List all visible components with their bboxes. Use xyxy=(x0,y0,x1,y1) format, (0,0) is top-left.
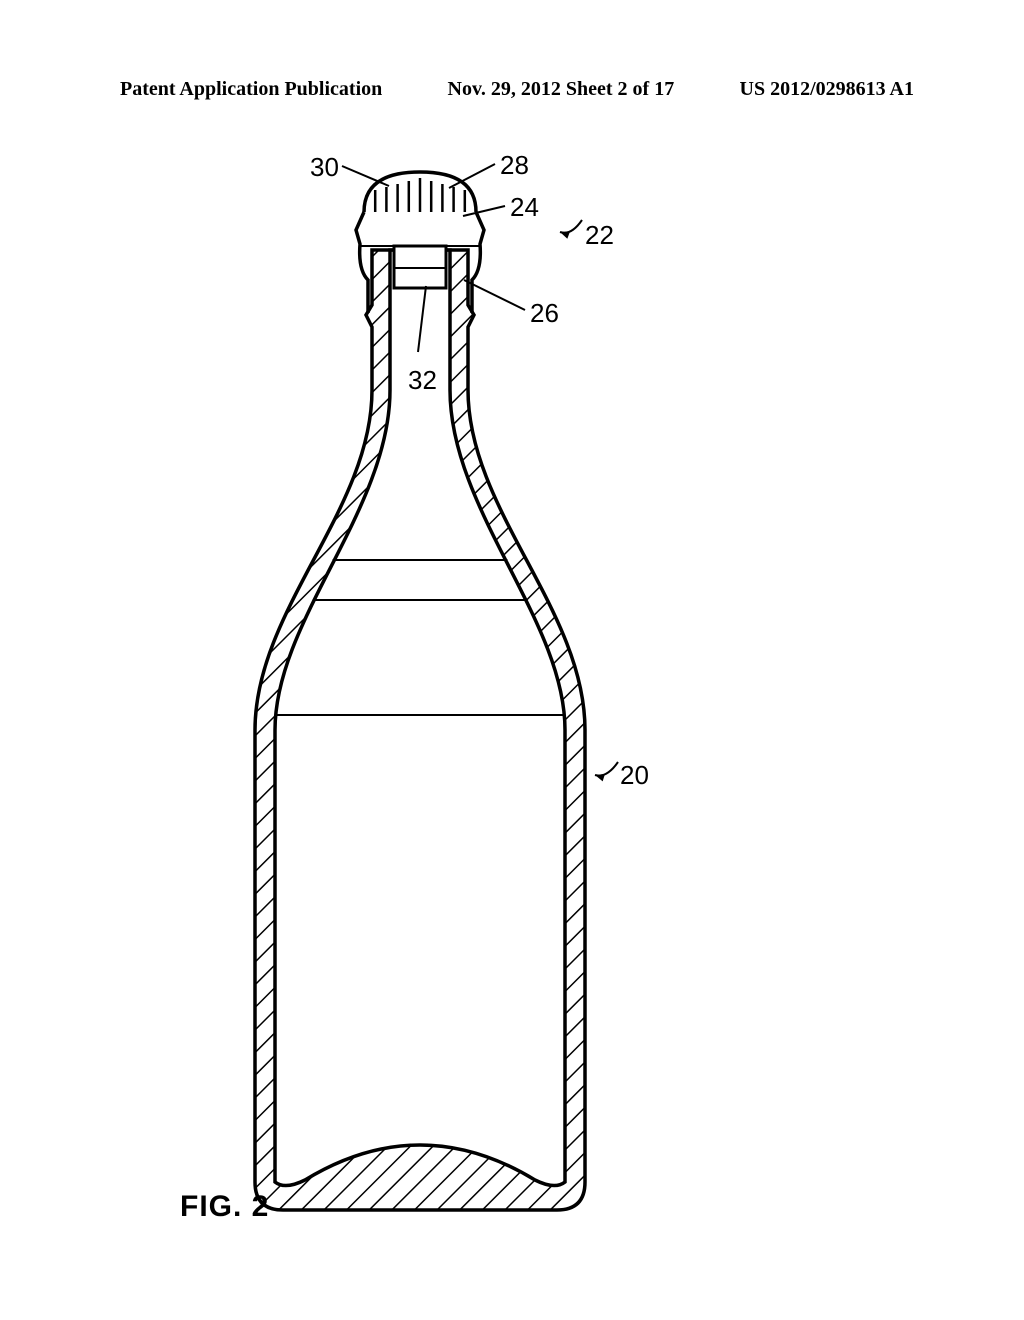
ref-label-26: 26 xyxy=(530,298,559,329)
ref-label-20: 20 xyxy=(620,760,649,791)
ref-label-24: 24 xyxy=(510,192,539,223)
figure-2: FIG. 2 30 28 24 22 26 32 20 xyxy=(0,130,1024,1250)
ref-label-28: 28 xyxy=(500,150,529,181)
ref-label-32: 32 xyxy=(408,365,437,396)
header-left: Patent Application Publication xyxy=(120,78,382,101)
ref-label-30: 30 xyxy=(310,152,339,183)
header-center: Nov. 29, 2012 Sheet 2 of 17 xyxy=(448,78,675,101)
figure-label: FIG. 2 xyxy=(180,1190,269,1224)
header-right: US 2012/0298613 A1 xyxy=(740,78,914,101)
ref-label-22: 22 xyxy=(585,220,614,251)
